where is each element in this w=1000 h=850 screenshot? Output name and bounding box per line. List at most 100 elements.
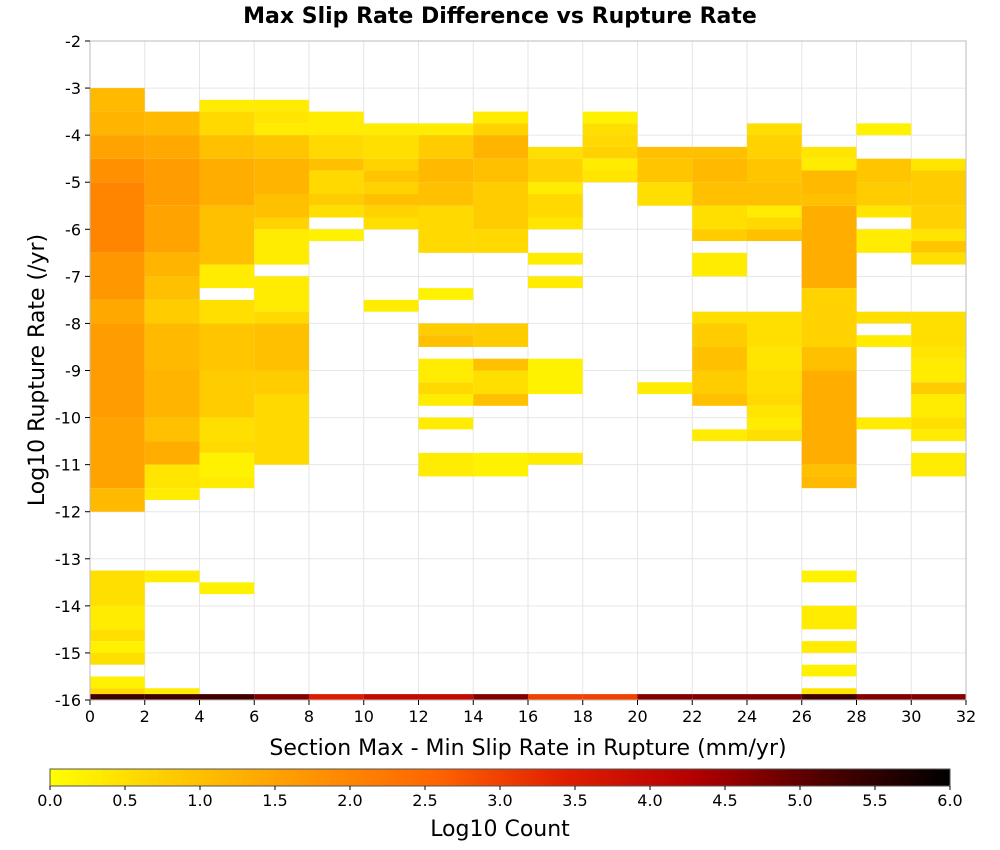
heatmap-cell-bottom <box>637 694 693 700</box>
heatmap-cell <box>582 111 638 124</box>
heatmap-cell <box>418 135 474 159</box>
heatmap-cell <box>254 323 309 371</box>
heatmap-cell <box>911 241 966 253</box>
colorbar-tick-label: 3.0 <box>487 791 512 810</box>
colorbar-tick-label: 1.5 <box>262 791 287 810</box>
heatmap-cell <box>637 382 693 395</box>
x-tick-label: 4 <box>194 707 204 726</box>
colorbar-tick-label: 0.0 <box>37 791 62 810</box>
heatmap-cell <box>747 346 802 371</box>
y-tick-label: -8 <box>65 314 81 333</box>
heatmap-cell <box>254 158 309 194</box>
heatmap-cell <box>801 346 857 371</box>
heatmap-cell <box>199 299 255 324</box>
heatmap-cell <box>418 417 474 430</box>
heatmap-cell <box>692 158 747 183</box>
heatmap-cell <box>199 582 255 595</box>
heatmap-cell <box>199 370 255 418</box>
y-tick-label: -5 <box>65 173 81 192</box>
heatmap-cell-bottom <box>309 694 364 700</box>
heatmap-cell <box>254 276 309 312</box>
heatmap-cell <box>911 311 966 347</box>
heatmap-cell <box>309 135 364 159</box>
heatmap-cell-bottom <box>199 694 255 700</box>
heatmap-cell <box>801 170 857 194</box>
heatmap-cell <box>801 158 857 171</box>
x-tick-label: 30 <box>901 707 921 726</box>
heatmap-cell <box>473 323 528 347</box>
heatmap-cell <box>528 146 583 159</box>
y-tick-label: -10 <box>55 409 81 428</box>
y-tick-label: -15 <box>55 644 81 663</box>
heatmap-cell-bottom <box>582 694 638 700</box>
heatmap-cell <box>582 146 638 159</box>
heatmap-cell <box>473 229 528 253</box>
heatmap-cell <box>911 382 966 395</box>
heatmap-cell <box>90 158 145 183</box>
heatmap-cell <box>199 452 255 477</box>
heatmap-cell <box>692 182 747 206</box>
heatmap-cell <box>418 335 474 347</box>
heatmap-cell <box>528 182 583 194</box>
heatmap-cell <box>309 193 364 206</box>
heatmap-cell <box>911 417 966 430</box>
heatmap-cell <box>309 158 364 171</box>
heatmap-cell-bottom <box>144 694 200 700</box>
colorbar-tick-label: 6.0 <box>937 791 962 810</box>
heatmap-cell <box>254 229 309 265</box>
heatmap-cell <box>801 570 857 583</box>
heatmap-cell <box>254 123 309 136</box>
heatmap-cell <box>747 311 802 347</box>
heatmap-cell <box>692 370 747 395</box>
x-tick-label: 18 <box>573 707 593 726</box>
heatmap-cell <box>911 229 966 242</box>
heatmap-cell <box>528 217 583 230</box>
heatmap-cell <box>473 123 528 136</box>
heatmap-cell <box>90 135 145 159</box>
heatmap-cell <box>801 464 857 477</box>
heatmap-cell <box>747 417 802 430</box>
heatmap-cell <box>528 252 583 265</box>
heatmap-cells <box>90 88 966 700</box>
x-tick-label: 8 <box>304 707 314 726</box>
heatmap-cell <box>254 193 309 218</box>
heatmap-cell <box>309 170 364 194</box>
heatmap-cell <box>473 394 528 406</box>
heatmap-cell <box>801 205 857 289</box>
heatmap-cell <box>90 182 145 253</box>
heatmap-cell <box>692 429 747 442</box>
heatmap-cell <box>90 88 145 112</box>
heatmap-cell <box>144 570 200 583</box>
heatmap-cell <box>747 182 802 206</box>
heatmap-cell <box>692 229 747 242</box>
heatmap-cell <box>747 394 802 406</box>
heatmap-cell <box>199 205 255 265</box>
heatmap-cell <box>199 417 255 442</box>
x-axis-label: Section Max - Min Slip Rate in Rupture (… <box>269 736 786 761</box>
y-tick-label: -6 <box>65 220 81 239</box>
heatmap-cell <box>747 158 802 183</box>
heatmap-cell <box>473 182 528 230</box>
y-tick-label: -16 <box>55 691 81 710</box>
heatmap-cell <box>801 476 857 489</box>
colorbar <box>49 768 951 787</box>
heatmap-cell <box>90 488 145 512</box>
heatmap-cell <box>199 158 255 206</box>
heatmap-cell <box>144 299 200 324</box>
heatmap-cell <box>309 111 364 136</box>
heatmap-cell <box>144 252 200 277</box>
heatmap-cell <box>199 99 255 112</box>
heatmap-cell <box>418 123 474 136</box>
y-tick-label: -7 <box>65 267 81 286</box>
heatmap-cell <box>144 441 200 465</box>
colorbar-label: Log10 Count <box>430 817 570 842</box>
y-tick-label: -9 <box>65 362 81 381</box>
heatmap-cell <box>911 205 966 230</box>
heatmap-cell <box>418 323 474 336</box>
heatmap-cell <box>801 605 857 630</box>
heatmap-cell <box>911 158 966 171</box>
colorbar-tick-label: 5.5 <box>862 791 887 810</box>
y-axis-label: Log10 Rupture Rate (/yr) <box>25 234 50 506</box>
heatmap-cell <box>144 464 200 489</box>
